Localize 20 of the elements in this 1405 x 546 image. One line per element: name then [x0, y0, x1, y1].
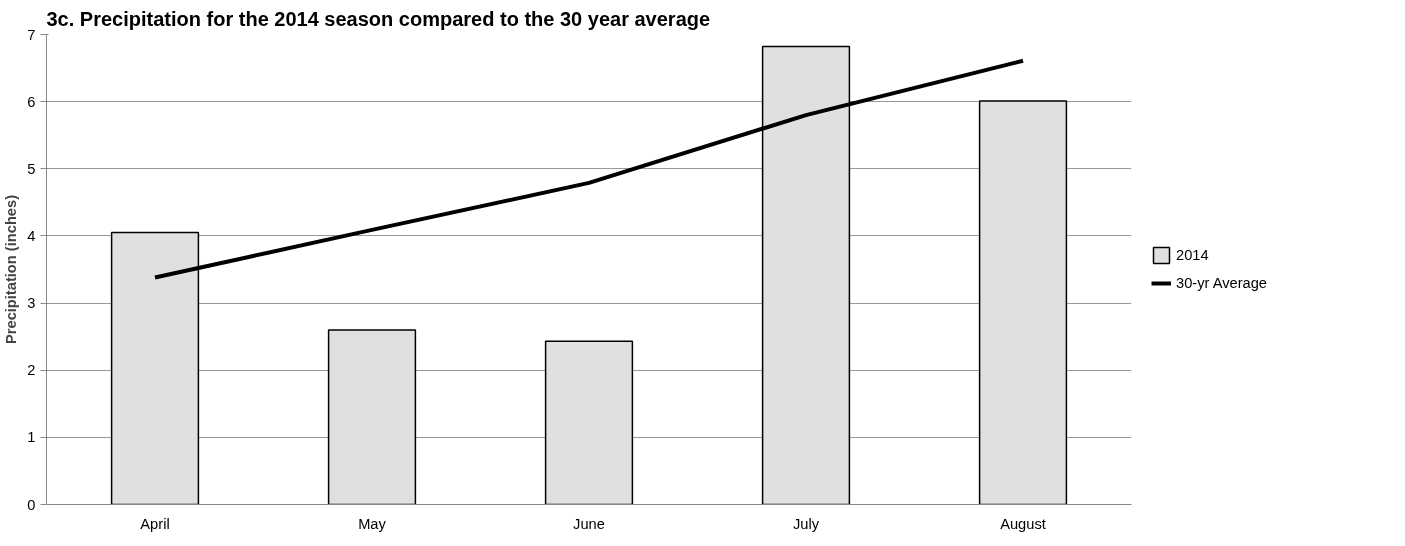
y-tick-label: 5 [27, 160, 36, 177]
bar [978, 100, 1068, 505]
y-tick-label: 2 [27, 362, 36, 379]
x-tick-label: May [358, 515, 387, 532]
chart-title: 3c. Precipitation for the 2014 season compared to the 30 year average [46, 7, 711, 30]
y-tick-label: 3 [27, 295, 36, 312]
legend-label: 30-yr Average [1176, 275, 1267, 291]
x-tick-label: July [792, 515, 820, 532]
y-tick-label: 0 [27, 496, 36, 513]
y-tick-label: 7 [27, 26, 36, 43]
y-tick-label: 4 [27, 227, 36, 244]
legend-label: 2014 [1176, 247, 1209, 263]
y-tick-label: 6 [27, 93, 36, 110]
bar [544, 340, 634, 505]
x-tick-label: June [573, 515, 605, 532]
x-tick-label: August [1000, 515, 1046, 532]
bar [327, 329, 417, 505]
y-axis-title: Precipitation (inches) [3, 194, 20, 345]
x-tick-label: April [140, 515, 170, 532]
y-tick-label: 1 [27, 429, 36, 446]
